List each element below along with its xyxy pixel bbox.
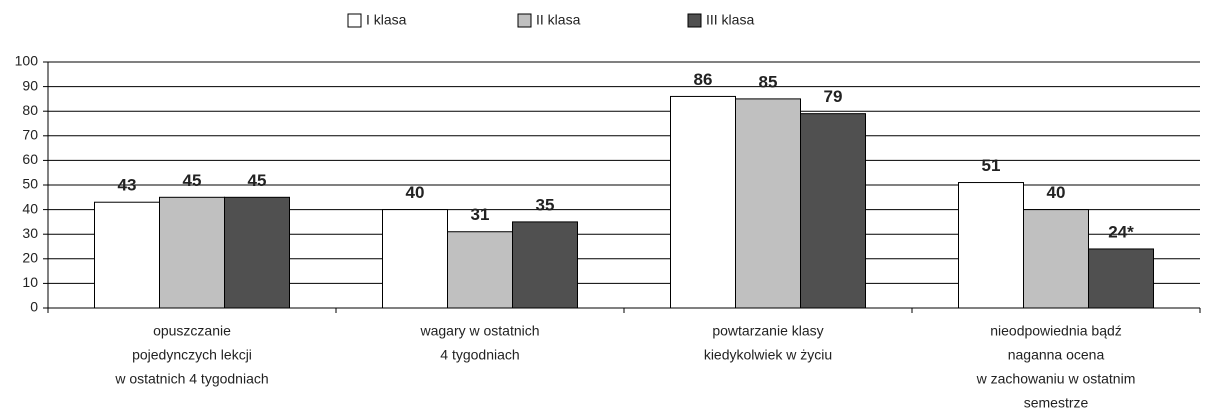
value-label: 40 xyxy=(1047,183,1066,202)
y-tick-label: 40 xyxy=(22,200,38,216)
x-tick-label: w ostatnich 4 tygodniach xyxy=(114,371,268,387)
value-label: 24* xyxy=(1108,222,1134,241)
value-label: 85 xyxy=(759,72,778,91)
bar xyxy=(224,196,290,309)
bar xyxy=(1088,248,1154,309)
bar xyxy=(94,201,160,309)
bar xyxy=(670,95,736,309)
value-label: 86 xyxy=(694,70,713,89)
bar xyxy=(159,196,225,309)
x-tick-label: nieodpowiednia bądź xyxy=(990,323,1122,339)
y-tick-label: 70 xyxy=(22,127,38,143)
y-tick-label: 0 xyxy=(30,299,38,315)
x-tick-label: powtarzanie klasy xyxy=(712,323,823,339)
y-tick-label: 60 xyxy=(22,151,38,167)
x-tick-label: wagary w ostatnich xyxy=(419,323,539,339)
value-label: 31 xyxy=(471,205,490,224)
legend-label: I klasa xyxy=(366,12,407,28)
bar xyxy=(1023,209,1089,309)
bar xyxy=(382,209,448,309)
bar xyxy=(512,221,578,309)
x-tick-label: opuszczanie xyxy=(153,323,231,339)
bar xyxy=(800,113,866,309)
legend-swatch xyxy=(517,13,532,28)
value-label: 40 xyxy=(406,183,425,202)
x-tick-label: kiedykolwiek w życiu xyxy=(704,347,832,363)
x-tick-label: 4 tygodniach xyxy=(440,347,519,363)
x-tick-label: naganna ocena xyxy=(1008,347,1105,363)
y-tick-label: 10 xyxy=(22,274,38,290)
x-tick-label: pojedynczych lekcji xyxy=(132,347,252,363)
bar xyxy=(735,98,801,309)
legend-swatch xyxy=(347,13,362,28)
value-label: 51 xyxy=(982,156,1001,175)
value-label: 79 xyxy=(824,87,843,106)
y-tick-label: 50 xyxy=(22,176,38,192)
value-label: 35 xyxy=(536,195,555,214)
y-tick-label: 90 xyxy=(22,77,38,93)
x-tick-label: w zachowaniu w ostatnim xyxy=(976,371,1136,387)
legend-label: II klasa xyxy=(536,12,581,28)
bar xyxy=(958,182,1024,309)
bar xyxy=(447,231,513,309)
value-label: 45 xyxy=(248,171,267,190)
y-tick-label: 80 xyxy=(22,102,38,118)
x-tick-label: semestrze xyxy=(1024,395,1089,411)
value-label: 45 xyxy=(183,171,202,190)
legend-label: III klasa xyxy=(706,12,754,28)
y-tick-label: 100 xyxy=(15,53,39,69)
legend-swatch xyxy=(687,13,702,28)
value-label: 43 xyxy=(118,176,137,195)
y-tick-label: 30 xyxy=(22,225,38,241)
y-tick-label: 20 xyxy=(22,250,38,266)
